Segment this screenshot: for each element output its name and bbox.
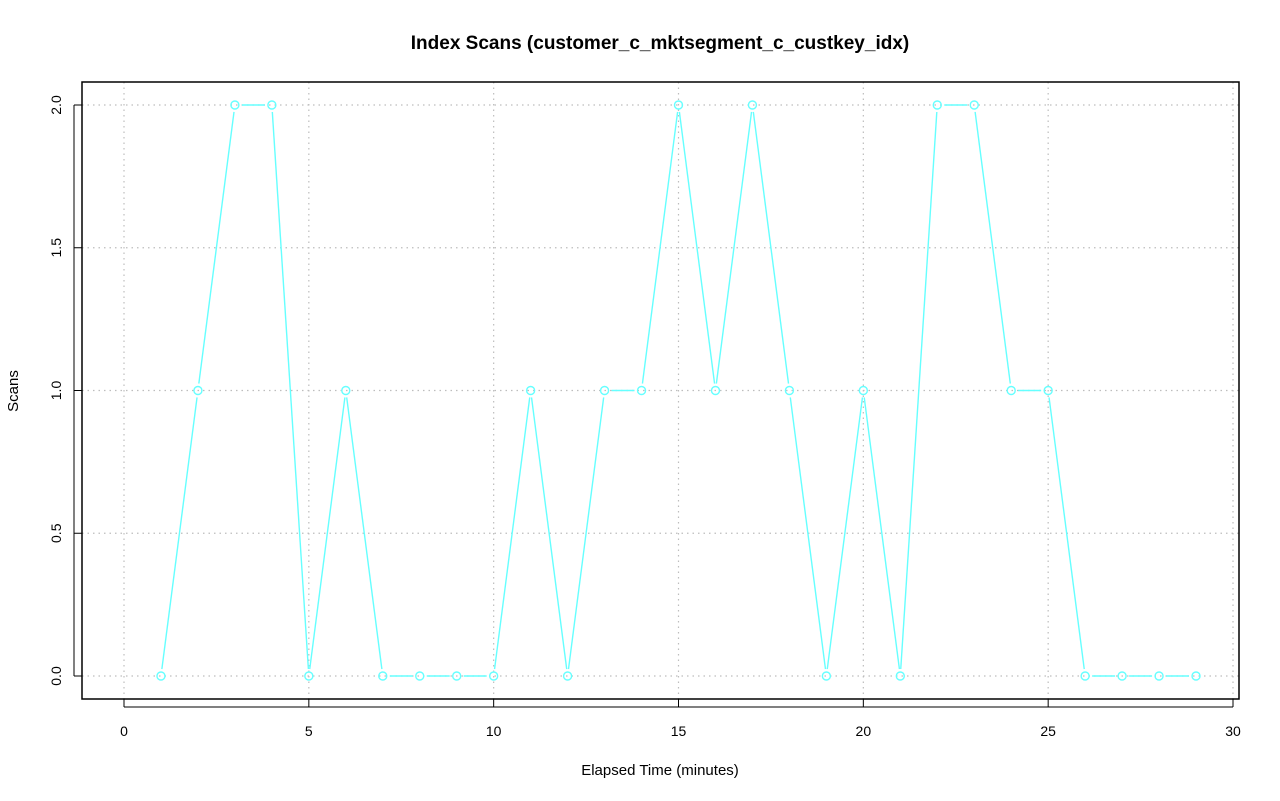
y-axis-label: Scans	[5, 370, 22, 412]
data-point	[1006, 385, 1016, 396]
data-point	[1154, 671, 1164, 681]
series-segment	[198, 111, 235, 384]
x-axis: 0 5 10 15 20 25 30	[120, 699, 1241, 739]
series-segment	[863, 397, 901, 670]
data-point	[341, 385, 351, 396]
data-point	[156, 671, 166, 681]
series-segment	[271, 111, 310, 670]
series-segment	[346, 397, 383, 670]
series-segment	[678, 111, 716, 384]
y-axis: 0.0 0.5 1.0 1.5 2.0	[48, 95, 82, 686]
data-point	[488, 671, 499, 681]
x-axis-label: Elapsed Time (minutes)	[581, 762, 739, 779]
data-point	[636, 385, 647, 396]
y-tick-label: 1.0	[48, 381, 64, 401]
series-segment	[1048, 397, 1085, 670]
y-tick-label: 1.5	[48, 238, 64, 258]
data-point	[821, 671, 832, 681]
y-tick-label: 0.5	[48, 523, 64, 543]
series-segment	[752, 111, 790, 384]
data-point	[858, 385, 869, 396]
series-segment	[715, 111, 753, 384]
series-segment	[493, 397, 531, 670]
series-segment	[309, 397, 346, 670]
series-layer	[156, 100, 1201, 681]
data-point	[230, 100, 240, 110]
data-point	[1080, 671, 1090, 681]
data-point	[932, 100, 942, 110]
data-point	[599, 385, 610, 396]
x-tick-label: 10	[486, 723, 502, 739]
data-point	[710, 385, 721, 396]
series-segment	[826, 397, 864, 670]
series-segment	[530, 397, 568, 670]
series-segment	[641, 111, 679, 384]
x-tick-label: 20	[856, 723, 872, 739]
data-point	[304, 671, 314, 681]
data-point	[415, 671, 425, 681]
grid	[82, 82, 1239, 699]
data-point	[673, 100, 684, 110]
data-point	[193, 385, 203, 396]
data-point	[525, 385, 536, 396]
x-tick-label: 30	[1225, 723, 1241, 739]
data-point	[747, 100, 758, 110]
data-point	[895, 671, 905, 681]
x-tick-label: 0	[120, 723, 128, 739]
data-point	[784, 385, 795, 396]
y-tick-label: 0.0	[48, 666, 64, 686]
series-segment	[974, 111, 1011, 384]
chart-title: Index Scans (customer_c_mktsegment_c_cus…	[411, 33, 909, 54]
series-segment	[161, 397, 198, 670]
x-tick-label: 5	[305, 723, 313, 739]
plot-frame	[81, 81, 1240, 700]
series-segment	[789, 397, 827, 670]
series-segment	[567, 397, 605, 670]
data-point	[562, 671, 573, 681]
x-tick-label: 15	[671, 723, 687, 739]
data-point	[969, 100, 979, 110]
data-point	[1191, 671, 1201, 681]
data-point	[452, 671, 462, 681]
y-tick-label: 2.0	[48, 95, 64, 115]
data-point	[378, 671, 388, 681]
x-tick-label: 25	[1040, 723, 1056, 739]
data-point	[1117, 671, 1127, 681]
data-point	[1043, 385, 1053, 396]
data-point	[267, 100, 277, 110]
series-segment	[900, 111, 938, 670]
